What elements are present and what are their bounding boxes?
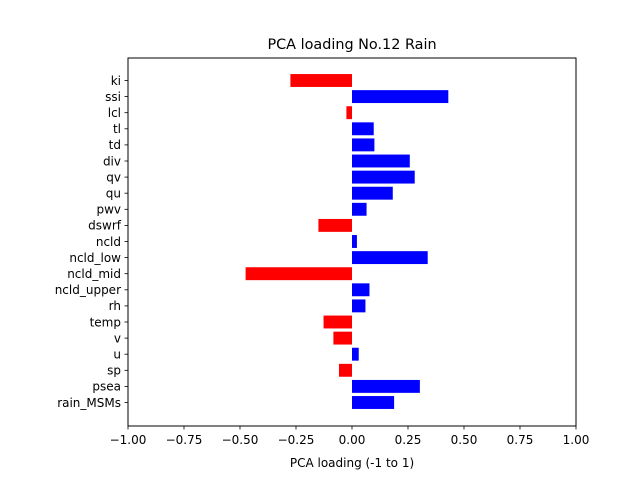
x-axis-label: PCA loading (-1 to 1) (290, 456, 414, 470)
x-tick-label: −1.00 (110, 433, 147, 447)
x-tick-label: 0.25 (395, 433, 422, 447)
y-tick-label: div (103, 154, 121, 168)
y-tick-label: dswrf (88, 219, 122, 233)
y-tick-label: ncld_upper (55, 283, 121, 297)
y-tick-label: pwv (96, 203, 121, 217)
y-tick-label: qu (106, 187, 121, 201)
bar-v (333, 331, 352, 345)
y-tick-label: temp (90, 315, 121, 329)
y-tick-label: sp (107, 364, 121, 378)
bar-td (352, 138, 375, 152)
y-tick-label: u (113, 348, 121, 362)
bar-ncld_low (352, 251, 428, 265)
bar-pwv (352, 202, 367, 216)
x-tick-label: −0.50 (222, 433, 259, 447)
bar-u (352, 347, 359, 361)
x-tick-label: 0.50 (451, 433, 478, 447)
x-tick-label: 0.75 (507, 433, 534, 447)
bar-qu (352, 186, 393, 200)
bar-lcl (346, 106, 352, 120)
y-tick-label: td (109, 138, 121, 152)
x-tick-label: −0.25 (278, 433, 315, 447)
y-tick-label: tl (113, 122, 121, 136)
y-tick-label: ncld_low (69, 251, 121, 265)
y-tick-label: lcl (108, 106, 121, 120)
y-tick-label: ncld_mid (67, 267, 121, 281)
bar-sp (339, 363, 352, 377)
bar-rh (352, 299, 366, 313)
y-tick-label: ssi (105, 90, 121, 104)
bar-ncld_mid (245, 267, 352, 281)
bar-ncld (352, 235, 357, 248)
x-tick-label: 1.00 (563, 433, 590, 447)
x-tick-label: −0.75 (166, 433, 203, 447)
bar-dswrf (318, 218, 352, 232)
bar-ssi (352, 90, 449, 104)
x-tick-label: 0.00 (339, 433, 366, 447)
y-axis: ki ssi lcl tl td div qv qu pwv dswrf ncld ncld_lown… (55, 74, 128, 410)
x-axis: −1.00 −0.75 −0.50 −0.25 0.00 0.25 0.50 0.75 1.00 (110, 426, 590, 447)
y-tick-label: psea (92, 380, 121, 394)
bar-psea (352, 379, 420, 393)
y-tick-label: ki (111, 74, 121, 88)
bar-rain_MSMs (352, 396, 395, 409)
bar-tl (352, 122, 374, 136)
y-tick-label: rh (109, 299, 121, 313)
y-tick-label: ncld (96, 235, 121, 249)
bars-group (245, 74, 449, 409)
y-tick-label: rain_MSMs (57, 396, 121, 410)
bar-qv (352, 170, 415, 184)
bar-ki (290, 74, 352, 87)
y-tick-label: qv (106, 170, 121, 184)
bar-temp (323, 315, 352, 329)
bar-ncld_upper (352, 283, 370, 297)
bar-div (352, 154, 410, 168)
chart-title: PCA loading No.12 Rain (267, 37, 436, 53)
y-tick-label: v (114, 331, 121, 345)
